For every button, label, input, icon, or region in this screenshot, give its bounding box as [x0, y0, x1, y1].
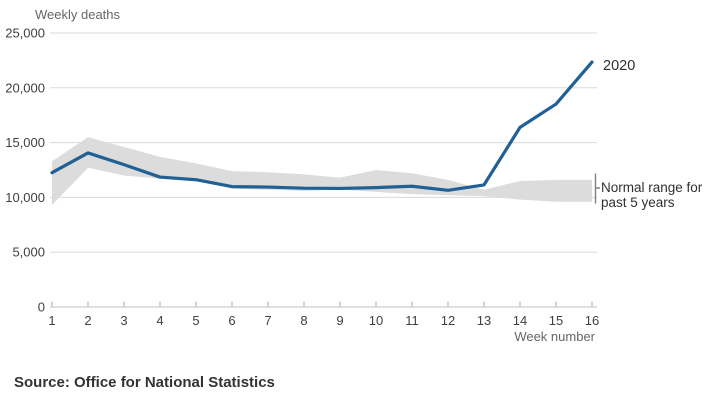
y-axis-title: Weekly deaths	[35, 7, 121, 22]
source-note: Source: Office for National Statistics	[14, 374, 275, 391]
y-tick-label: 25,000	[5, 26, 45, 41]
x-tick-label: 11	[405, 313, 419, 328]
x-tick-label: 15	[549, 313, 563, 328]
x-tick-label: 14	[513, 313, 527, 328]
x-axis-ticks	[51, 301, 593, 307]
line-2020-label: 2020	[603, 58, 635, 74]
normal-range-label-line2: past 5 years	[601, 195, 675, 210]
x-tick-label: 6	[228, 313, 235, 328]
line-2020	[50, 60, 594, 192]
gridlines	[50, 32, 597, 308]
y-tick-label: 10,000	[5, 190, 45, 205]
x-tick-label: 3	[120, 313, 127, 328]
x-tick-label: 16	[585, 313, 599, 328]
x-tick-label: 1	[48, 313, 55, 328]
normal-range-band	[52, 137, 592, 206]
x-axis-title: Week number	[514, 329, 595, 344]
y-tick-label: 15,000	[5, 135, 45, 150]
x-tick-label: 2	[84, 313, 91, 328]
x-tick-label: 5	[192, 313, 199, 328]
y-tick-label: 0	[38, 300, 45, 315]
y-tick-label: 5,000	[12, 245, 45, 260]
x-tick-labels: 1 2 3 4 5 6 7 8 9 10 11 12 13 14 15 16	[48, 313, 599, 328]
y-tick-label: 20,000	[5, 80, 45, 95]
x-tick-label: 12	[441, 313, 455, 328]
x-tick-label: 9	[336, 313, 343, 328]
normal-range-label-line1: Normal range for	[601, 180, 703, 195]
x-tick-label: 13	[477, 313, 491, 328]
x-tick-label: 4	[156, 313, 163, 328]
normal-range-bracket-icon	[594, 173, 600, 204]
y-tick-labels: 0 5,000 10,000 15,000 20,000 25,000	[5, 26, 45, 315]
x-tick-label: 8	[300, 313, 307, 328]
x-tick-label: 10	[369, 313, 383, 328]
x-tick-label: 7	[264, 313, 271, 328]
